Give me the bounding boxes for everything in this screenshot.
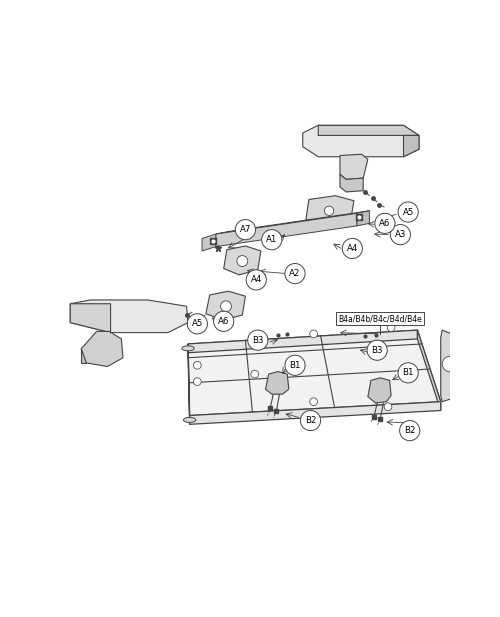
Polygon shape [266, 371, 289, 394]
Polygon shape [404, 135, 419, 157]
Polygon shape [224, 246, 261, 275]
Polygon shape [81, 331, 123, 366]
Polygon shape [188, 330, 440, 415]
Text: A6: A6 [379, 219, 390, 228]
Circle shape [251, 370, 258, 378]
Circle shape [194, 362, 201, 369]
Circle shape [194, 378, 201, 386]
Text: A3: A3 [394, 230, 406, 239]
Text: A7: A7 [240, 225, 251, 234]
Text: A5: A5 [402, 207, 414, 217]
Polygon shape [202, 234, 216, 251]
Polygon shape [70, 300, 188, 333]
Circle shape [246, 270, 266, 290]
Polygon shape [306, 196, 354, 226]
Circle shape [248, 330, 268, 350]
Circle shape [236, 220, 256, 239]
Polygon shape [340, 175, 363, 192]
Polygon shape [190, 402, 440, 424]
Text: B4a/B4b/B4c/B4d/B4e: B4a/B4b/B4c/B4d/B4e [338, 314, 422, 323]
Circle shape [387, 324, 395, 331]
Circle shape [251, 335, 258, 343]
Polygon shape [70, 304, 110, 333]
Text: A6: A6 [218, 317, 230, 326]
Polygon shape [188, 344, 190, 424]
Ellipse shape [182, 346, 194, 351]
Text: A4: A4 [346, 244, 358, 253]
Circle shape [342, 238, 362, 259]
Circle shape [390, 225, 410, 245]
Circle shape [300, 410, 320, 431]
Polygon shape [303, 125, 419, 157]
Text: A4: A4 [250, 275, 262, 284]
Text: B3: B3 [252, 336, 264, 345]
Circle shape [285, 355, 305, 375]
Circle shape [442, 356, 458, 372]
Circle shape [262, 230, 282, 250]
Text: B1: B1 [402, 368, 414, 378]
Text: A1: A1 [266, 235, 278, 244]
Polygon shape [81, 349, 86, 363]
Circle shape [188, 314, 208, 334]
Circle shape [310, 398, 318, 405]
Polygon shape [357, 211, 370, 226]
Circle shape [398, 202, 418, 222]
Circle shape [214, 311, 234, 331]
Circle shape [310, 330, 318, 337]
Text: B2: B2 [404, 426, 415, 435]
Text: A2: A2 [290, 269, 300, 278]
Polygon shape [216, 211, 370, 234]
Polygon shape [340, 154, 368, 180]
Circle shape [285, 263, 305, 284]
Circle shape [375, 213, 395, 233]
Ellipse shape [184, 418, 196, 423]
Text: B2: B2 [305, 416, 316, 425]
Text: B1: B1 [289, 361, 301, 370]
Circle shape [400, 421, 420, 441]
Circle shape [220, 301, 232, 312]
Polygon shape [368, 378, 391, 403]
Polygon shape [206, 291, 246, 320]
Text: B3: B3 [372, 346, 383, 355]
Circle shape [398, 363, 418, 383]
Circle shape [324, 206, 334, 215]
Polygon shape [418, 330, 440, 410]
Polygon shape [188, 330, 418, 353]
Text: A5: A5 [192, 320, 203, 328]
Circle shape [384, 403, 392, 410]
Polygon shape [318, 125, 419, 135]
Circle shape [237, 255, 248, 267]
Circle shape [367, 340, 387, 360]
Polygon shape [440, 330, 461, 402]
Polygon shape [216, 213, 357, 247]
